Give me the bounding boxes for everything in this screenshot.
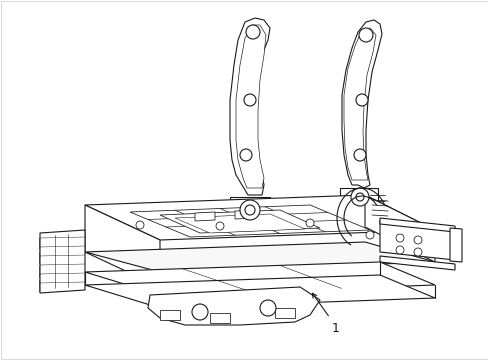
Polygon shape	[85, 195, 434, 240]
Polygon shape	[229, 18, 269, 195]
Circle shape	[192, 304, 207, 320]
Circle shape	[413, 248, 421, 256]
Circle shape	[355, 193, 363, 201]
Polygon shape	[40, 230, 85, 293]
Circle shape	[305, 219, 313, 227]
Polygon shape	[274, 308, 294, 318]
Circle shape	[216, 222, 224, 230]
Polygon shape	[235, 210, 254, 219]
Circle shape	[136, 221, 143, 229]
Polygon shape	[160, 310, 180, 320]
Circle shape	[260, 300, 275, 316]
Circle shape	[365, 231, 373, 239]
Polygon shape	[85, 275, 434, 308]
Polygon shape	[40, 250, 78, 264]
Circle shape	[244, 94, 256, 106]
Polygon shape	[148, 287, 319, 325]
Polygon shape	[339, 188, 377, 205]
Polygon shape	[40, 278, 78, 292]
Polygon shape	[160, 210, 319, 233]
Polygon shape	[341, 20, 381, 188]
Text: 1: 1	[331, 321, 339, 334]
Polygon shape	[195, 212, 215, 221]
Polygon shape	[130, 205, 369, 237]
Circle shape	[413, 236, 421, 244]
Circle shape	[358, 28, 372, 42]
Circle shape	[240, 149, 251, 161]
Circle shape	[355, 94, 367, 106]
Polygon shape	[40, 236, 78, 250]
Polygon shape	[85, 242, 434, 272]
Polygon shape	[379, 256, 454, 270]
Circle shape	[240, 200, 260, 220]
Polygon shape	[343, 28, 375, 180]
Polygon shape	[229, 197, 269, 215]
Polygon shape	[175, 214, 305, 233]
Polygon shape	[85, 205, 160, 287]
Polygon shape	[236, 25, 265, 188]
Polygon shape	[379, 218, 454, 232]
Circle shape	[244, 205, 254, 215]
Polygon shape	[85, 262, 434, 295]
Circle shape	[395, 246, 403, 254]
Circle shape	[245, 25, 260, 39]
Polygon shape	[40, 264, 78, 278]
Polygon shape	[379, 220, 454, 260]
Circle shape	[395, 234, 403, 242]
Circle shape	[350, 188, 368, 206]
Polygon shape	[449, 228, 461, 262]
Polygon shape	[364, 195, 434, 262]
Polygon shape	[209, 313, 229, 323]
Circle shape	[353, 149, 365, 161]
